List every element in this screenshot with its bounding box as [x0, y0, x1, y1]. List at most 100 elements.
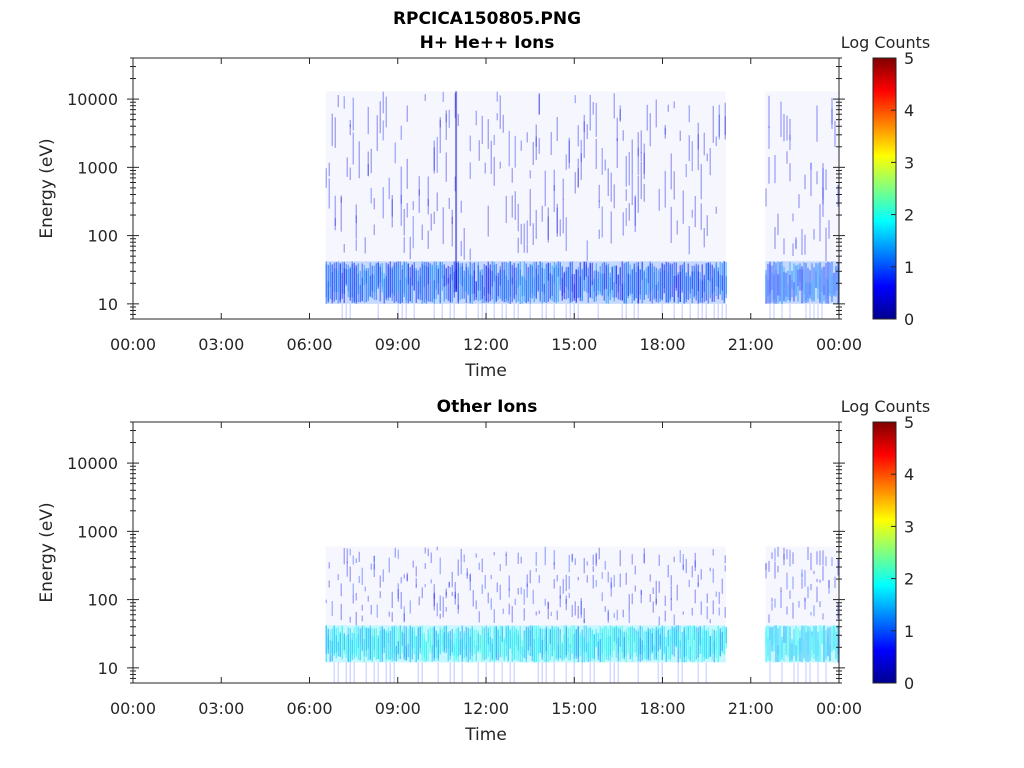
data-streak: [403, 613, 405, 622]
data-streak: [610, 577, 612, 589]
data-streak: [628, 594, 630, 610]
data-streak: [513, 662, 515, 683]
colorbar-tick-label: 3: [904, 517, 914, 536]
data-streak: [562, 198, 564, 234]
data-streak: [837, 185, 839, 207]
data-streak: [693, 265, 695, 297]
data-streak: [780, 587, 782, 592]
data-streak: [679, 625, 681, 648]
data-streak: [463, 554, 465, 563]
data-streak: [655, 598, 657, 604]
data-streak: [352, 97, 354, 131]
data-streak: [349, 628, 351, 663]
data-streak: [586, 561, 588, 566]
data-streak: [610, 172, 612, 202]
data-streak: [643, 143, 645, 180]
colorbar-label: Log Counts: [841, 397, 931, 416]
data-streak: [501, 662, 503, 683]
data-streak: [681, 634, 683, 663]
data-streak: [652, 601, 654, 613]
data-streak: [400, 166, 402, 204]
data-streak: [409, 627, 411, 658]
data-streak: [809, 662, 811, 683]
data-streak: [391, 591, 393, 608]
data-streak: [577, 606, 579, 619]
data-streak: [448, 581, 450, 588]
data-streak: [655, 267, 657, 299]
data-streak: [825, 262, 827, 304]
data-streak: [789, 134, 791, 150]
data-streak: [804, 174, 806, 190]
data-streak: [537, 662, 539, 683]
data-streak: [792, 243, 794, 256]
data-streak: [343, 96, 345, 109]
data-streak: [783, 238, 785, 255]
data-streak: [804, 597, 806, 602]
data-streak: [637, 132, 639, 157]
data-streak: [664, 127, 666, 135]
data-streak: [355, 611, 357, 626]
data-streak: [513, 303, 515, 319]
data-streak: [514, 598, 516, 606]
data-streak: [395, 267, 397, 294]
data-streak: [786, 572, 788, 590]
data-streak: [406, 572, 408, 582]
colorbar-tick-label: 4: [904, 101, 914, 120]
data-streak: [377, 263, 379, 289]
data-streak: [816, 578, 818, 583]
data-streak: [403, 261, 405, 297]
data-streak: [627, 627, 629, 642]
data-streak: [673, 556, 675, 563]
data-streak: [775, 262, 777, 304]
data-streak: [673, 614, 675, 626]
data-streak: [525, 630, 527, 663]
data-streak: [676, 584, 678, 601]
data-streak: [327, 635, 329, 649]
x-axis-label: Time: [464, 725, 507, 745]
data-streak: [815, 628, 817, 659]
data-streak: [346, 548, 348, 563]
data-streak: [472, 590, 474, 607]
data-streak: [563, 625, 565, 660]
data-streak: [670, 585, 672, 600]
y-tick-label: 10: [98, 295, 118, 314]
data-streak: [789, 274, 791, 301]
x-tick-label: 21:00: [728, 335, 774, 354]
data-streak: [801, 569, 803, 577]
data-streak: [549, 629, 551, 661]
data-streak: [675, 625, 677, 646]
data-streak: [343, 262, 345, 303]
data-streak: [700, 601, 702, 615]
data-streak: [419, 626, 421, 654]
data-streak: [389, 267, 391, 297]
data-streak: [628, 152, 630, 186]
data-streak: [575, 629, 577, 659]
data-streak: [427, 176, 429, 206]
data-streak: [403, 209, 405, 236]
data-streak: [769, 630, 771, 662]
data-streak: [358, 551, 360, 562]
data-streak: [337, 662, 339, 683]
data-streak: [783, 114, 785, 142]
data-streak: [664, 595, 666, 606]
data-streak: [487, 267, 489, 294]
data-streak: [703, 631, 705, 661]
data-streak: [520, 587, 522, 595]
data-streak: [577, 125, 579, 147]
data-streak: [377, 662, 379, 683]
data-streak: [483, 287, 485, 303]
data-streak: [771, 627, 773, 652]
data-streak: [633, 303, 635, 319]
data-streak: [335, 635, 337, 653]
data-streak: [517, 630, 519, 661]
data-streak: [718, 114, 720, 140]
data-streak: [461, 266, 463, 299]
data-streak: [834, 120, 836, 148]
data-streak: [795, 237, 797, 249]
data-streak: [383, 273, 385, 296]
data-streak: [568, 140, 570, 163]
data-streak: [331, 601, 333, 616]
data-streak: [341, 272, 343, 299]
data-streak: [670, 153, 672, 190]
data-streak: [502, 608, 504, 614]
